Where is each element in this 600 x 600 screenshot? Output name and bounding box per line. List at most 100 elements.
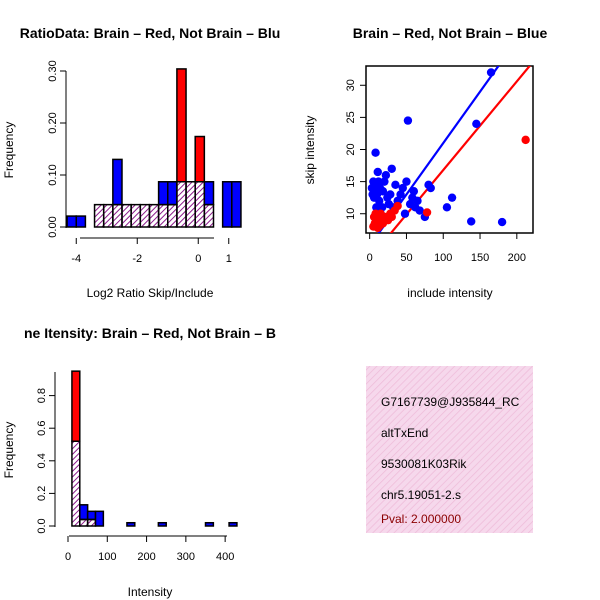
- scatter-fit-lines: [377, 66, 532, 233]
- ratio-bar-overlap-15: [203, 203, 215, 228]
- intensity-ytick-label-0: 0.0: [36, 518, 48, 533]
- intensity-ytick-label-2: 0.4: [36, 453, 48, 468]
- intensity-histogram-panel: ne Itensity: Brain – Red, Not Brain – B …: [2, 325, 276, 599]
- info-id: G7167739@J935844_RC: [381, 395, 520, 409]
- scatter-ytick-label-0: 10: [345, 208, 357, 220]
- scatter-point-notbrain-8: [373, 167, 382, 177]
- scatter-point-notbrain-14: [378, 187, 388, 196]
- intensity-bar-top-3: [94, 510, 105, 527]
- scatter-y-label: skip intensity: [303, 116, 317, 185]
- ratio-bar-overlap-13: [185, 181, 196, 228]
- intensity-chart-title: ne Itensity: Brain – Red, Not Brain – B: [24, 325, 276, 341]
- scatter-point-notbrain-24: [396, 190, 405, 199]
- ratio-bar-overlap-10: [157, 203, 169, 228]
- ratio-xtick-label-0: -4: [71, 253, 81, 265]
- ratio-bar-top-5: [112, 158, 123, 206]
- intensity-bar-top-17: [204, 521, 215, 527]
- ratio-bar-overlap-6: [121, 203, 132, 228]
- scatter-point-brain-17: [387, 212, 396, 222]
- scatter-point-notbrain-19: [386, 190, 395, 199]
- intensity-bar-top-2: [86, 510, 97, 521]
- scatter-xtick-label-2: 100: [434, 252, 452, 264]
- intensity-x-label: Intensity: [128, 585, 173, 599]
- intensity-ytick-label-1: 0.2: [36, 486, 48, 501]
- scatter-point-notbrain-42: [486, 68, 496, 77]
- intensity-y-label: Frequency: [2, 422, 16, 479]
- ratio-ytick-label-3: 0.30: [47, 60, 59, 81]
- scatter-point-notbrain-26: [400, 209, 410, 218]
- scatter-point-notbrain-39: [447, 193, 457, 202]
- intensity-xtick-label-2: 200: [137, 551, 155, 563]
- scatter-point-notbrain-43: [497, 217, 507, 227]
- ratio-xtick-label-3: 1: [226, 253, 232, 265]
- scatter-point-notbrain-6: [372, 203, 381, 212]
- ratio-bar-top-14: [194, 135, 206, 183]
- scatter-point-brain-20: [422, 208, 432, 217]
- info-panel: G7167739@J935844_RC altTxEnd 9530081K03R…: [366, 366, 533, 533]
- intensity-ytick-label-3: 0.6: [36, 421, 48, 436]
- scatter-point-notbrain-37: [426, 183, 435, 193]
- ratio-bars: [66, 68, 242, 228]
- info-event: altTxEnd: [381, 426, 428, 440]
- intensity-bar-top-20: [228, 521, 238, 527]
- info-box: [366, 366, 533, 533]
- intensity-xtick-label-0: 0: [65, 551, 71, 563]
- ratio-bar-top-17: [221, 181, 233, 228]
- scatter-points: [367, 68, 530, 233]
- ratio-bar-overlap-12: [176, 181, 187, 228]
- ratio-x-label: Log2 Ratio Skip/Include: [87, 286, 214, 300]
- intensity-bar-top-1: [79, 504, 89, 521]
- ratio-xtick-label-2: 0: [195, 253, 201, 265]
- scatter-ytick-label-4: 30: [345, 79, 357, 91]
- ratio-bar-overlap-4: [102, 203, 114, 228]
- ratio-bar-overlap-8: [139, 203, 151, 228]
- scatter-point-notbrain-22: [391, 180, 400, 190]
- scatter-point-notbrain-38: [442, 203, 452, 212]
- scatter-ytick-label-3: 25: [345, 111, 357, 123]
- ratio-bar-overlap-7: [130, 203, 142, 228]
- scatter-point-notbrain-41: [472, 119, 481, 129]
- ratio-bar-top-12: [176, 68, 187, 183]
- intensity-xtick-label-3: 300: [177, 551, 195, 563]
- scatter-xtick-label-0: 0: [367, 252, 373, 264]
- scatter-point-brain-19: [393, 201, 402, 211]
- ratio-bar-top-11: [167, 181, 178, 206]
- scatter-point-notbrain-20: [387, 164, 396, 173]
- ratio-bar-overlap-11: [167, 203, 178, 228]
- scatter-point-notbrain-9: [374, 177, 383, 186]
- ratio-histogram-panel: RatioData: Brain – Red, Not Brain – Blu …: [2, 25, 280, 300]
- intensity-bar-top-7: [126, 521, 136, 527]
- scatter-panel: Brain – Red, Not Brain – Blue 10 15 20 25 30…: [303, 25, 547, 300]
- ratio-bar-overlap-14: [194, 181, 206, 228]
- ratio-ytick-label-0: 0.00: [47, 216, 59, 237]
- scatter-point-notbrain-15: [380, 177, 389, 186]
- ratio-bar-top-15: [203, 181, 215, 206]
- scatter-point-notbrain-40: [467, 217, 476, 226]
- scatter-point-brain-21: [521, 135, 530, 145]
- ratio-ytick-label-1: 0.10: [47, 164, 59, 185]
- info-gene: 9530081K03Rik: [381, 457, 467, 471]
- ratio-bar-top-10: [157, 181, 169, 206]
- scatter-point-notbrain-33: [413, 196, 422, 206]
- intensity-bar-overlap-1: [79, 518, 89, 527]
- scatter-fit-line-1: [389, 66, 532, 233]
- scatter-ytick-label-1: 15: [345, 175, 357, 187]
- scatter-point-notbrain-16: [381, 170, 391, 180]
- ratio-bar-top-18: [231, 181, 242, 228]
- scatter-point-notbrain-10: [375, 196, 384, 206]
- scatter-point-notbrain-34: [415, 206, 424, 215]
- scatter-ytick-label-2: 20: [345, 143, 357, 155]
- scatter-point-notbrain-31: [409, 187, 419, 196]
- scatter-xtick-label-1: 50: [400, 252, 412, 264]
- ratio-bar-overlap-9: [148, 203, 160, 228]
- ratio-ytick-label-2: 0.20: [47, 112, 59, 133]
- info-pval: Pval: 2.000000: [381, 512, 461, 526]
- intensity-bar-top-0: [71, 370, 81, 442]
- ratio-xtick-label-1: -2: [132, 253, 142, 265]
- scatter-point-notbrain-28: [403, 116, 413, 125]
- ratio-bar-overlap-3: [93, 203, 105, 228]
- scatter-point-notbrain-25: [398, 183, 407, 193]
- intensity-ytick-label-4: 0.8: [36, 388, 48, 403]
- scatter-xtick-label-4: 200: [508, 252, 526, 264]
